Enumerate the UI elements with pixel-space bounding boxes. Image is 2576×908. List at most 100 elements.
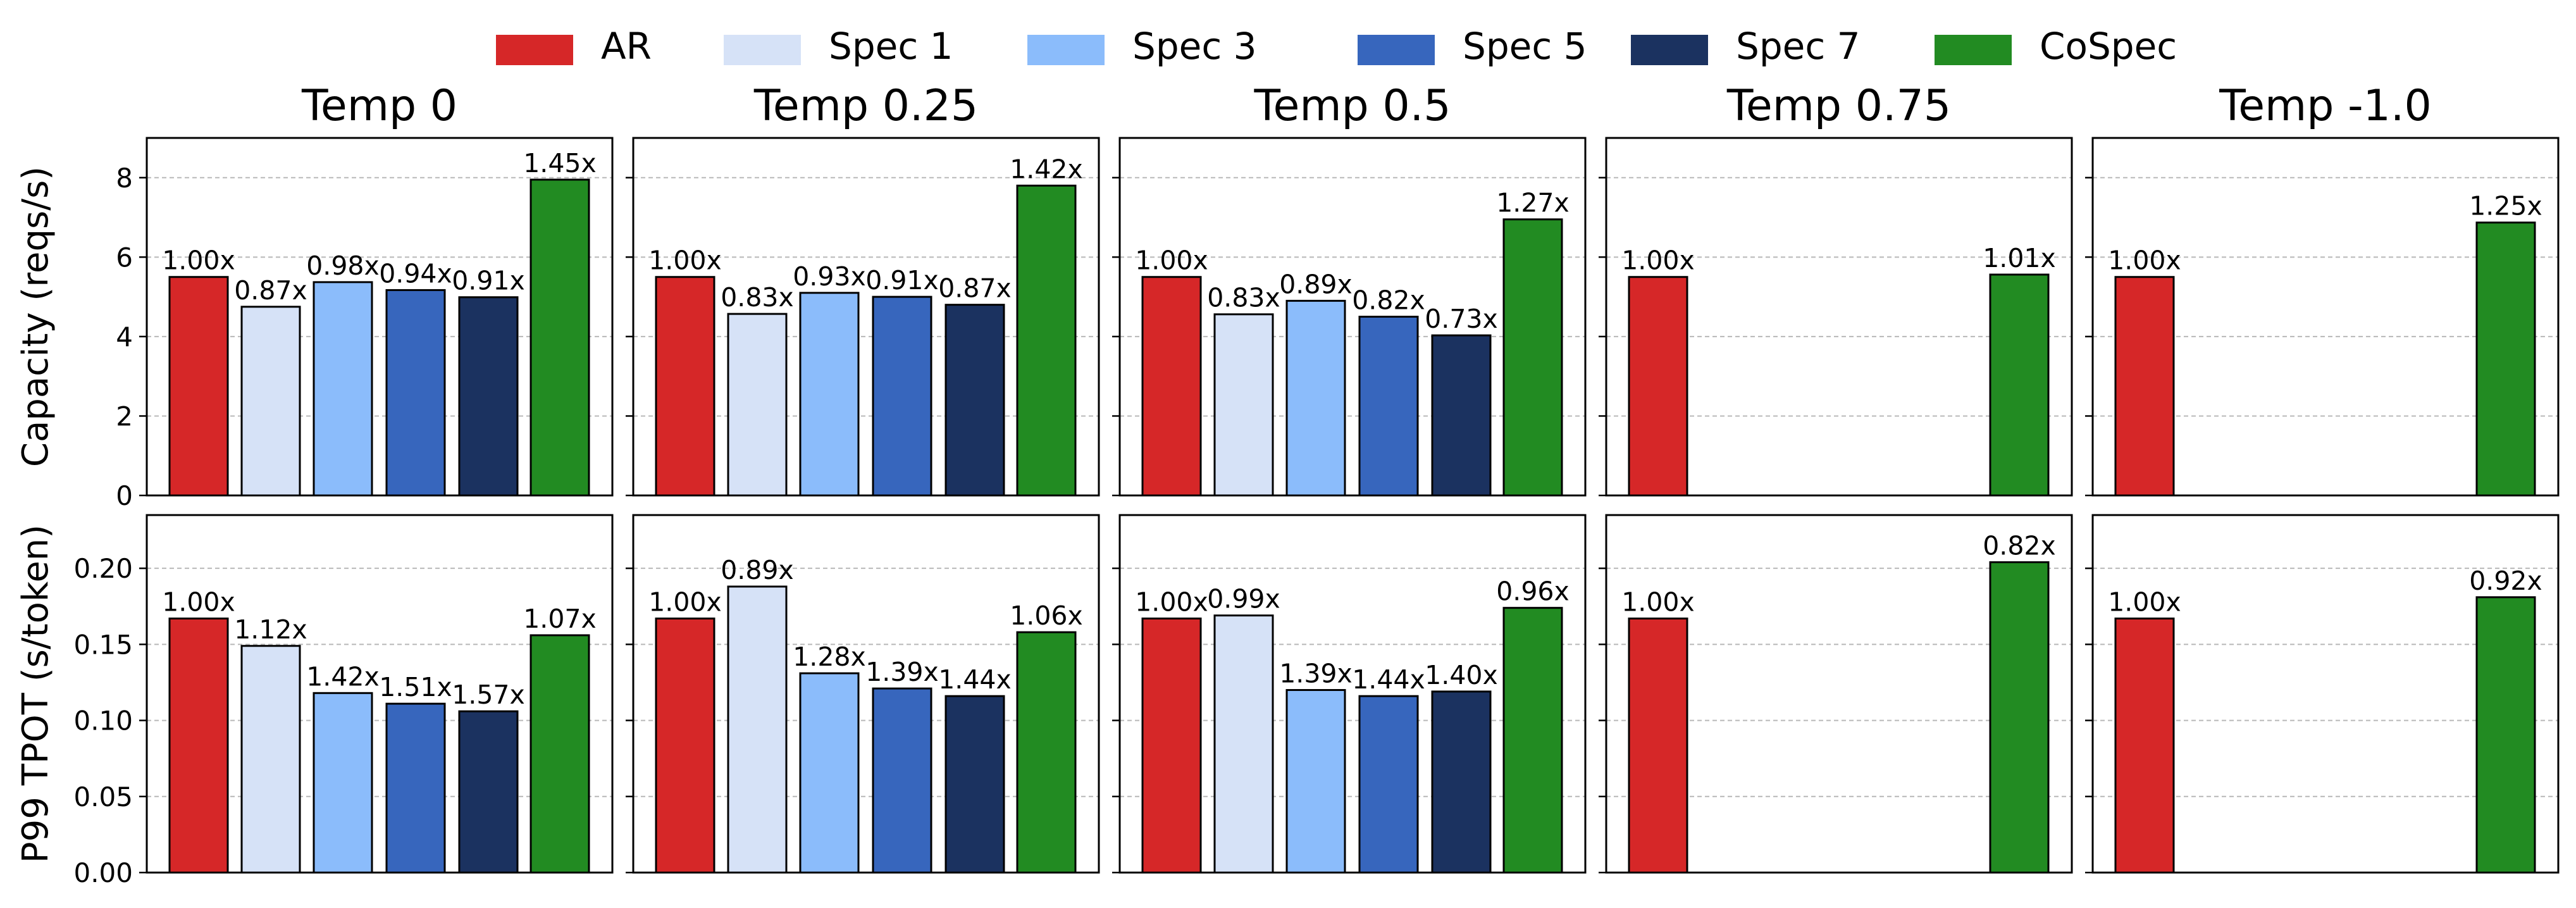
bar-spec-3 xyxy=(799,292,860,497)
bar-ar xyxy=(1141,276,1202,497)
y-tick-label: 8 xyxy=(116,163,133,194)
legend-item-spec-7: Spec 7 xyxy=(1631,25,1861,68)
bar-data-label: 1.00x xyxy=(648,246,722,276)
bar-data-label: 0.83x xyxy=(1207,283,1280,313)
y-tick-label: 0.10 xyxy=(73,706,133,737)
bar-spec-3 xyxy=(313,281,373,497)
bar-cospec xyxy=(529,178,590,497)
bar-data-label: 1.00x xyxy=(1135,587,1208,617)
bar-ar xyxy=(2114,276,2175,497)
bar-data-label: 1.42x xyxy=(1010,154,1083,184)
bar-data-label: 1.00x xyxy=(1621,246,1695,276)
panel-frame xyxy=(146,514,614,874)
panel-frame xyxy=(1605,137,2073,497)
bar-data-label: 1.25x xyxy=(2469,191,2542,221)
legend-label: AR xyxy=(601,25,652,68)
bar-data-label: 1.00x xyxy=(1621,587,1695,617)
bar-data-label: 0.73x xyxy=(1425,304,1498,334)
legend-item-spec-5: Spec 5 xyxy=(1358,25,1587,68)
legend-label: Spec 7 xyxy=(1736,25,1861,68)
bar-data-label: 1.45x xyxy=(523,148,597,178)
panel-title: Temp -1.0 xyxy=(2219,81,2432,131)
bar-data-label: 0.91x xyxy=(452,266,525,296)
bar-data-label: 0.98x xyxy=(306,251,380,281)
bar-spec-7 xyxy=(1431,690,1492,874)
bar-data-label: 0.87x xyxy=(938,273,1012,304)
bar-spec-7 xyxy=(944,695,1005,874)
y-axis-label: Capacity (reqs/s) xyxy=(15,166,56,467)
bar-data-label: 0.82x xyxy=(1983,531,2056,561)
legend-swatch xyxy=(496,35,573,65)
bar-data-label: 1.00x xyxy=(648,587,722,617)
legend-label: Spec 1 xyxy=(829,25,953,68)
y-axis-labels: Capacity (reqs/s) P99 TPOT (s/token) xyxy=(15,166,56,863)
bar-data-label: 1.06x xyxy=(1010,600,1083,631)
legend-label: CoSpec xyxy=(2040,25,2177,68)
legend-swatch xyxy=(724,35,801,65)
bar-data-label: 1.44x xyxy=(1352,664,1425,695)
bar-spec-1 xyxy=(727,313,788,497)
panel-title: Temp 0.75 xyxy=(1726,81,1951,131)
bar-spec-3 xyxy=(799,672,860,874)
bar-ar xyxy=(655,276,715,497)
bar-cospec xyxy=(2475,596,2536,874)
panel-frame xyxy=(632,137,1100,497)
legend-item-spec-3: Spec 3 xyxy=(1027,25,1257,68)
bar-ar xyxy=(1628,276,1688,497)
bar-data-label: 1.01x xyxy=(1983,243,2056,273)
bar-spec-1 xyxy=(727,585,788,874)
bar-data-label: 1.44x xyxy=(938,664,1012,695)
bar-data-label: 0.94x xyxy=(379,258,452,289)
y-tick-label: 4 xyxy=(116,321,133,352)
bar-data-label: 0.89x xyxy=(721,555,794,585)
bar-data-label: 0.89x xyxy=(1279,269,1353,299)
bar-data-label: 1.12x xyxy=(234,614,307,645)
bar-data-label: 1.00x xyxy=(2108,587,2181,617)
bar-cospec xyxy=(529,634,590,874)
panel-frame xyxy=(1605,514,2073,874)
bar-data-label: 0.99x xyxy=(1207,584,1280,614)
legend-swatch xyxy=(1935,35,2012,65)
panel-title: Temp 0 xyxy=(301,81,457,131)
bar-ar xyxy=(168,617,229,874)
bar-data-label: 1.28x xyxy=(793,642,866,672)
panel-titles: Temp 0 Temp 0.25 Temp 0.5 Temp 0.75 Temp -1.… xyxy=(301,81,2432,131)
bar-data-label: 1.39x xyxy=(1279,658,1353,688)
bar-cospec xyxy=(1016,631,1077,874)
bar-data-label: 0.87x xyxy=(234,275,307,306)
bar-ar xyxy=(168,276,229,497)
bar-cospec xyxy=(2475,221,2536,497)
panel-1-3: 1.00x 0.82x xyxy=(1599,514,2073,874)
legend-swatch xyxy=(1358,35,1435,65)
legend-item-ar: AR xyxy=(496,25,652,68)
bar-ar xyxy=(655,617,715,874)
bar-spec-5 xyxy=(385,702,446,874)
y-tick-label: 0.15 xyxy=(73,629,133,660)
panel-title: Temp 0.5 xyxy=(1254,81,1451,131)
bar-data-label: 0.92x xyxy=(2469,566,2542,596)
bar-spec-3 xyxy=(1285,688,1346,874)
bar-spec-5 xyxy=(872,687,932,874)
legend-swatch xyxy=(1027,35,1105,65)
bar-ar xyxy=(1141,617,1202,874)
bar-spec-7 xyxy=(944,304,1005,497)
panel-frame xyxy=(632,514,1100,874)
bar-spec-5 xyxy=(1358,695,1419,874)
y-tick-label: 0.00 xyxy=(73,857,133,888)
y-axis-label: P99 TPOT (s/token) xyxy=(15,525,56,863)
bar-spec-7 xyxy=(1431,334,1492,497)
bar-spec-1 xyxy=(1213,313,1274,497)
bar-data-label: 0.83x xyxy=(721,282,794,313)
legend: AR Spec 1 Spec 3 Spec 5 Spec 7 CoSpec xyxy=(496,25,2177,68)
bar-data-label: 1.07x xyxy=(523,604,597,634)
bar-spec-1 xyxy=(1213,614,1274,874)
bar-spec-5 xyxy=(1358,316,1419,497)
bar-data-label: 1.39x xyxy=(865,657,939,687)
